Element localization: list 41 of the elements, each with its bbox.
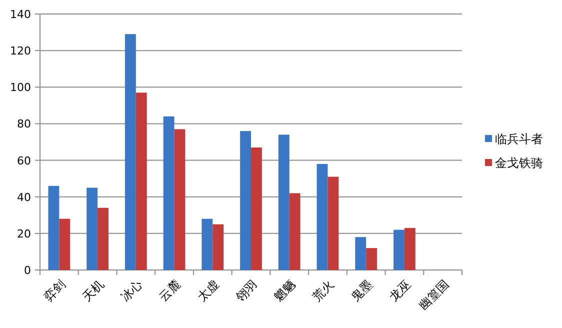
y-tick-label: 80 bbox=[17, 118, 31, 131]
x-tick-label: 太虚 bbox=[194, 277, 222, 304]
bar bbox=[394, 230, 404, 270]
y-tick-label: 20 bbox=[17, 227, 31, 240]
bar bbox=[328, 176, 339, 270]
legend-label: 临兵斗者 bbox=[495, 132, 543, 146]
bar bbox=[48, 186, 60, 270]
bar bbox=[98, 208, 108, 270]
legend-label: 金戈铁骑 bbox=[495, 156, 543, 170]
bar bbox=[355, 237, 366, 270]
bar bbox=[316, 164, 328, 270]
y-tick-label: 0 bbox=[24, 264, 31, 277]
bar bbox=[404, 228, 416, 270]
bar bbox=[174, 129, 186, 270]
x-tick-label: 荒火 bbox=[310, 277, 337, 304]
x-tick-label: 幽篁国 bbox=[416, 277, 452, 312]
bar bbox=[202, 218, 213, 270]
bar bbox=[212, 224, 224, 270]
bar bbox=[278, 134, 290, 270]
bar bbox=[289, 193, 300, 270]
y-tick-label: 120 bbox=[10, 44, 31, 58]
bar bbox=[366, 248, 378, 270]
x-tick-label: 龙巫 bbox=[386, 277, 414, 304]
y-tick-label: 40 bbox=[17, 190, 31, 204]
x-tick-label: 弈剑 bbox=[41, 277, 68, 304]
x-tick-label: 鬼墨 bbox=[348, 277, 376, 304]
x-tick-label: 冰心 bbox=[118, 277, 145, 304]
bar bbox=[124, 34, 136, 270]
bar bbox=[163, 116, 174, 270]
x-tick-label: 云麓 bbox=[156, 277, 184, 304]
x-tick-label: 魍魉 bbox=[271, 277, 298, 304]
y-tick-label: 140 bbox=[10, 8, 31, 21]
x-tick-label: 天机 bbox=[80, 277, 106, 304]
bar bbox=[240, 131, 251, 270]
y-tick-label: 100 bbox=[10, 81, 31, 94]
y-tick-label: 60 bbox=[17, 154, 31, 168]
bar bbox=[59, 218, 70, 270]
x-tick-label: 翎羽 bbox=[232, 277, 260, 305]
bar bbox=[86, 188, 98, 270]
bar bbox=[136, 92, 147, 270]
bar bbox=[251, 147, 262, 270]
